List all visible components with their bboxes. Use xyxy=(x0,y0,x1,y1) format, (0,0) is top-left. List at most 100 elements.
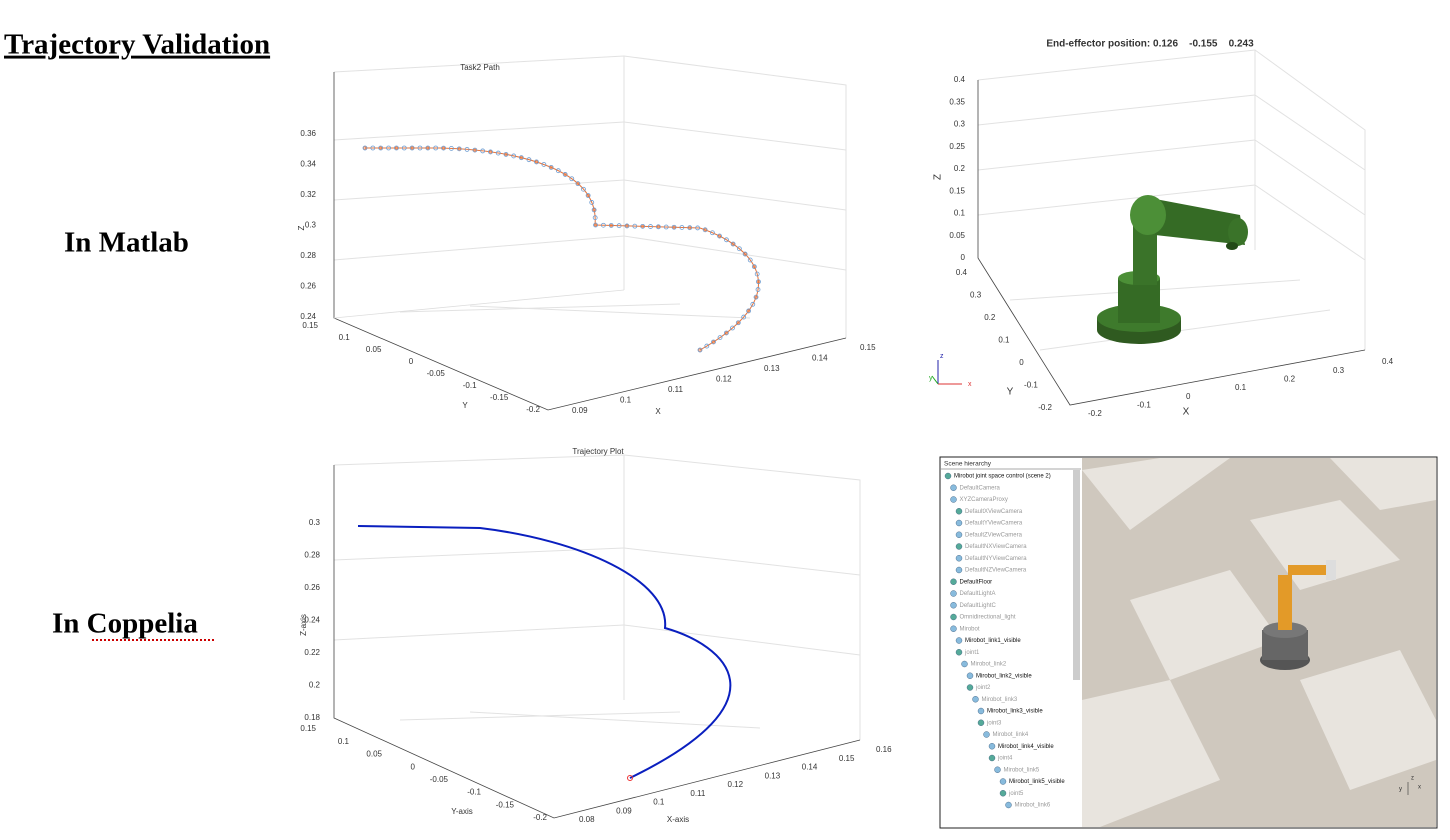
z-tick-label: 0 xyxy=(961,253,966,262)
item-icon xyxy=(955,543,963,550)
x-tick-label: 0.1 xyxy=(620,396,632,405)
x-tick-label: 0.09 xyxy=(572,406,588,415)
x-tick-label: 0.16 xyxy=(876,745,892,754)
path-marker xyxy=(703,228,707,232)
path-marker xyxy=(495,150,501,156)
path-marker xyxy=(609,223,613,227)
hierarchy-item: Mirobot_link3_visible xyxy=(987,709,1043,715)
item-icon xyxy=(977,719,985,726)
x-tick-label: 0.1 xyxy=(653,798,665,807)
item-icon xyxy=(988,754,996,762)
end-marker xyxy=(627,775,633,781)
item-icon xyxy=(955,649,963,656)
path-marker xyxy=(585,193,591,198)
path-marker xyxy=(562,172,568,177)
item-icon xyxy=(988,743,996,750)
path-marker xyxy=(640,223,646,229)
x-tick-label: 0.13 xyxy=(764,364,780,373)
path-marker xyxy=(710,230,715,236)
y-tick-label: 0.1 xyxy=(998,336,1010,345)
path-marker xyxy=(541,162,547,167)
hierarchy-panel xyxy=(941,458,1082,827)
path-marker xyxy=(752,265,756,269)
path-marker xyxy=(433,145,439,151)
path-marker xyxy=(464,146,470,152)
path-marker xyxy=(688,226,692,230)
x-tick-label: 0.09 xyxy=(616,806,632,815)
item-icon xyxy=(950,613,957,621)
x-axis-label: X xyxy=(655,407,661,416)
y-tick-label: 0.2 xyxy=(984,313,996,322)
path-marker xyxy=(441,145,446,151)
x-tick-label: 0.2 xyxy=(1284,374,1296,383)
z-tick-label: 0.28 xyxy=(300,251,316,260)
path-marker xyxy=(711,339,716,345)
x-tick-label: 0.15 xyxy=(860,343,876,352)
z-tick-label: 0.34 xyxy=(300,160,316,169)
item-icon xyxy=(950,602,957,609)
z-axis-label: Z-axis xyxy=(299,614,308,636)
item-icon xyxy=(950,590,957,597)
path-marker xyxy=(717,335,723,341)
item-icon xyxy=(950,578,957,585)
path-marker xyxy=(756,279,761,285)
y-tick-label: 0.1 xyxy=(338,737,350,746)
triad-label: x xyxy=(968,381,972,388)
path-marker xyxy=(473,148,477,152)
z-tick-label: 0.3 xyxy=(309,518,321,527)
path-marker xyxy=(378,145,384,151)
path-marker xyxy=(575,181,581,187)
trajectory-curve xyxy=(357,525,732,779)
item-icon xyxy=(999,778,1007,785)
path-marker xyxy=(370,145,376,151)
path-marker xyxy=(679,225,685,230)
path-marker xyxy=(592,215,598,221)
y-tick-label: 0.3 xyxy=(970,291,982,300)
path-marker xyxy=(625,224,629,228)
path-marker xyxy=(747,257,753,263)
z-tick-label: 0.32 xyxy=(300,190,316,199)
hierarchy-item: Mirobot_link4 xyxy=(993,732,1029,738)
y-tick-label: -0.1 xyxy=(1024,381,1038,390)
y-tick-label: -0.1 xyxy=(467,788,481,797)
y-tick-label: -0.2 xyxy=(533,813,547,822)
x-tick-label: 0.12 xyxy=(716,375,732,384)
x-tick-label: 0.4 xyxy=(1382,357,1394,366)
y-axis-label: Y xyxy=(1007,387,1014,398)
path-marker xyxy=(724,237,729,243)
path-marker xyxy=(704,343,710,349)
path-marker xyxy=(695,225,701,231)
path-marker xyxy=(518,155,524,161)
z-tick-label: 0.26 xyxy=(304,583,320,592)
item-icon xyxy=(955,531,963,538)
path-marker xyxy=(563,172,567,176)
hierarchy-item: joint5 xyxy=(1008,791,1024,797)
hierarchy-item: DefaultYViewCamera xyxy=(965,521,1023,527)
path-marker xyxy=(488,150,492,154)
path-marker xyxy=(534,159,539,165)
x-tick-label: 0.12 xyxy=(728,780,744,789)
path-marker xyxy=(504,152,508,156)
path-marker xyxy=(641,224,645,228)
y-tick-label: 0.05 xyxy=(366,345,382,354)
triad-label: y xyxy=(929,375,933,382)
y-tick-label: 0 xyxy=(411,762,416,771)
robot-arm xyxy=(1097,195,1248,344)
path-marker xyxy=(526,157,532,163)
x-tick-label: 0.1 xyxy=(1235,383,1247,392)
path-marker xyxy=(656,225,660,229)
axis-box xyxy=(977,80,1366,406)
row-label: In Matlab xyxy=(64,227,189,259)
hierarchy-item: Omnidirectional_light xyxy=(960,615,1016,621)
hierarchy-item: Mirobot_link2 xyxy=(971,662,1007,668)
path-marker xyxy=(593,222,598,228)
path-marker xyxy=(754,295,758,299)
path-marker xyxy=(751,264,757,270)
path-marker xyxy=(697,347,703,353)
item-icon xyxy=(966,684,974,691)
z-tick-label: 0.2 xyxy=(309,681,321,690)
hierarchy-item: joint4 xyxy=(997,756,1013,762)
path-marker xyxy=(592,208,596,212)
path-marker xyxy=(717,233,722,239)
